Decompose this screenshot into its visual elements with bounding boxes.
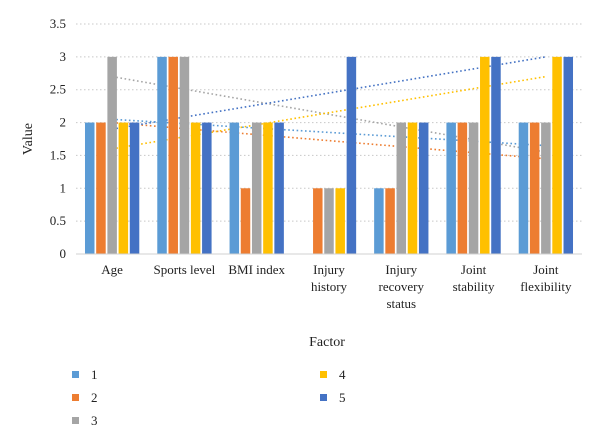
legend-swatch-5 — [320, 394, 327, 401]
legend-swatch-3 — [72, 417, 79, 424]
bar-series-4-cat-2 — [263, 122, 273, 254]
bar-series-3-cat-0 — [107, 56, 117, 254]
x-tick-label: BMI index — [228, 262, 285, 277]
bar-series-2-cat-1 — [168, 56, 178, 254]
y-tick-label: 2 — [60, 115, 67, 130]
x-axis-title: Factor — [309, 335, 345, 350]
bar-series-5-cat-1 — [202, 122, 212, 254]
y-tick-label: 1 — [60, 180, 67, 195]
bar-series-4-cat-4 — [407, 122, 418, 254]
x-axis: Age Sports level BMI index Injury history Inj… — [101, 262, 572, 311]
x-tick-label: Joint stability — [453, 262, 495, 294]
legend-swatch-2 — [72, 394, 79, 401]
bar-series-1-cat-4 — [374, 188, 384, 254]
bar-series-4-cat-5 — [480, 56, 490, 254]
legend: 1 2 3 4 5 — [72, 367, 346, 428]
legend-swatch-1 — [72, 371, 79, 378]
x-tick-label: Age — [101, 262, 123, 277]
bar-series-1-cat-5 — [446, 122, 456, 254]
bar-series-2-cat-3 — [313, 188, 323, 254]
bar-series-5-cat-5 — [491, 56, 501, 254]
bar-series-3-cat-2 — [251, 122, 262, 254]
bar-series-5-cat-0 — [129, 122, 140, 254]
bar-series-3-cat-4 — [396, 122, 407, 254]
bar-series-2-cat-6 — [529, 122, 540, 254]
bar-series-1-cat-6 — [518, 122, 529, 254]
bar-series-5-cat-6 — [563, 56, 574, 254]
x-tick-label: Sports level — [154, 262, 216, 277]
bar-series-4-cat-1 — [190, 122, 201, 254]
bar-series-3-cat-5 — [468, 122, 479, 254]
bar-series-3-cat-1 — [179, 56, 190, 254]
y-tick-label: 2.5 — [50, 82, 66, 97]
y-tick-label: 0.5 — [50, 213, 66, 228]
legend-label-3: 3 — [91, 413, 98, 428]
y-tick-label: 1.5 — [50, 147, 66, 162]
bar-series-5-cat-3 — [346, 56, 357, 254]
bar-series-4-cat-0 — [118, 122, 129, 254]
y-axis: 0 0.5 1 1.5 2 2.5 3 3.5 — [50, 16, 582, 261]
bar-series-4-cat-6 — [552, 56, 562, 254]
x-tick-label: Joint flexibility — [520, 262, 572, 294]
bar-series-1-cat-0 — [84, 122, 95, 254]
bar-series-2-cat-5 — [457, 122, 468, 254]
legend-label-1: 1 — [91, 367, 98, 382]
trendline-series-4 — [112, 75, 546, 150]
bar-series-5-cat-2 — [274, 122, 284, 254]
bar-series-1-cat-1 — [157, 56, 167, 254]
bar-series-2-cat-0 — [96, 122, 106, 254]
y-tick-label: 3 — [60, 49, 67, 64]
legend-swatch-4 — [320, 371, 327, 378]
y-tick-label: 0 — [60, 246, 67, 261]
bar-series-2-cat-2 — [240, 188, 251, 254]
trendline-series-5 — [112, 56, 546, 130]
bar-series-2-cat-4 — [385, 188, 395, 254]
y-tick-label: 3.5 — [50, 16, 66, 31]
bar-series-3-cat-6 — [541, 122, 551, 254]
y-axis-title: Value — [21, 123, 36, 155]
legend-label-2: 2 — [91, 390, 98, 405]
bar-series-1-cat-2 — [229, 122, 240, 254]
bars — [84, 56, 574, 254]
bar-series-5-cat-4 — [418, 122, 429, 254]
bar-series-3-cat-3 — [324, 188, 334, 254]
bar-series-4-cat-3 — [335, 188, 345, 254]
legend-label-5: 5 — [339, 390, 346, 405]
x-tick-label: Injury recovery status — [379, 262, 425, 311]
legend-label-4: 4 — [339, 367, 346, 382]
x-tick-label: Injury history — [311, 262, 348, 294]
